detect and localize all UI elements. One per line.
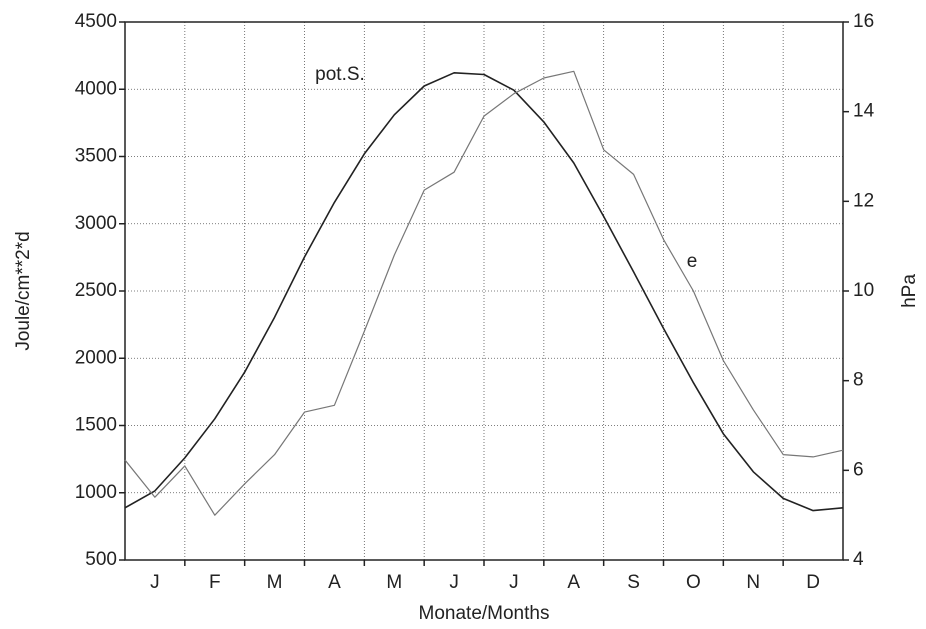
- y-tick-label: 3000: [75, 213, 117, 234]
- y2-tick-label: 16: [853, 11, 874, 32]
- y-tick-label: 3500: [75, 146, 117, 167]
- x-tick-label: J: [509, 572, 519, 593]
- x-tick-label: N: [746, 572, 760, 593]
- y-tick-label: 4000: [75, 78, 117, 99]
- series-line: [124, 72, 844, 512]
- y2-tick-label: 10: [853, 280, 874, 301]
- y2-tick-label: 14: [853, 101, 875, 122]
- x-tick-label: A: [328, 572, 341, 593]
- y-tick-label: 1500: [75, 415, 117, 436]
- y2-tick-label: 12: [853, 190, 874, 211]
- series-line: [124, 70, 844, 516]
- x-axis-label: Monate/Months: [419, 603, 550, 624]
- series-label: e: [687, 251, 698, 272]
- y-tick-label: 2500: [75, 280, 117, 301]
- series-label: pot.S.: [315, 64, 365, 85]
- y2-tick-label: 4: [853, 549, 864, 570]
- x-tick-label: S: [627, 572, 640, 593]
- y-tick-label: 1000: [75, 482, 117, 503]
- x-tick-label: J: [150, 572, 160, 593]
- y-tick-label: 2000: [75, 347, 117, 368]
- x-tick-label: A: [567, 572, 580, 593]
- y-tick-label: 4500: [75, 11, 117, 32]
- y-tick-label: 500: [85, 549, 117, 570]
- x-tick-label: F: [209, 572, 221, 593]
- x-tick-label: M: [267, 572, 283, 593]
- y2-axis-label: hPa: [899, 274, 920, 308]
- x-tick-label: O: [686, 572, 701, 593]
- y2-tick-label: 6: [853, 459, 864, 480]
- x-tick-label: M: [386, 572, 402, 593]
- y2-tick-label: 8: [853, 370, 864, 391]
- x-tick-label: D: [806, 572, 820, 593]
- plot-frame: [124, 21, 844, 561]
- y-axis-label: Joule/cm**2*d: [13, 231, 34, 350]
- x-tick-label: J: [449, 572, 459, 593]
